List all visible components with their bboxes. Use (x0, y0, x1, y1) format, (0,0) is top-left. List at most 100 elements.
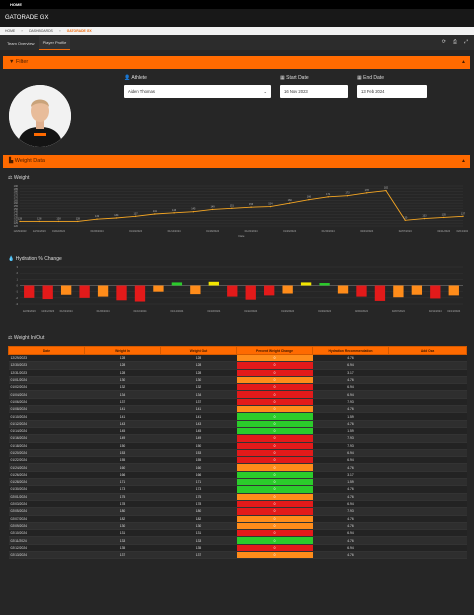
filter-title: Filter (15, 59, 29, 65)
cell-weight-in: 173 (84, 485, 161, 494)
athlete-select[interactable]: Aiden Thomas ⌄ (124, 85, 271, 98)
cell-hydration-rec: 6.94 (312, 544, 389, 553)
x-tick-label: 02/03/2024 (355, 309, 369, 313)
cell-weight-in: 130 (84, 376, 161, 385)
hydration-bar (153, 285, 164, 292)
end-date-input[interactable]: 13 Feb 2024 (357, 85, 427, 98)
droplet-icon: 💧 (8, 256, 15, 262)
cell-percent-change: 0 (236, 551, 313, 560)
cell-weight-in: 150 (84, 442, 161, 450)
chart-icon: ▙ (9, 158, 14, 164)
col-weight-in[interactable]: Weight In (84, 346, 161, 355)
weight-point (77, 220, 79, 223)
cell-hydration-rec: 7.93 (312, 442, 389, 450)
table-row: 01/20/2024 153 153 0 6.94 (8, 449, 467, 458)
y-tick-label: 175 (14, 193, 19, 197)
top-bar: HOME (0, 0, 474, 9)
cell-add-oza (388, 369, 467, 377)
col-date[interactable]: Date (8, 346, 85, 355)
y-tick-label: 1 (17, 277, 19, 281)
cell-weight-in: 145 (84, 427, 161, 436)
home-label[interactable]: HOME (10, 2, 22, 7)
weight-data-label: 128 (18, 217, 23, 220)
y-tick-label: 130 (14, 218, 19, 222)
col-weight-out[interactable]: Weight Out (160, 346, 237, 355)
cell-percent-change: 0 (236, 369, 313, 377)
table-row: 01/30/2024 173 173 0 4.76 (8, 485, 467, 494)
y-tick-label: 120 (14, 224, 19, 228)
cell-percent-change: 0 (236, 529, 313, 538)
weight-point (211, 208, 214, 211)
cell-weight-out: 141 (160, 412, 237, 421)
cell-percent-change: 0 (236, 515, 313, 523)
user-icon: 👤 (124, 75, 131, 81)
hydration-bar (190, 285, 201, 295)
cell-weight-out: 143 (160, 420, 237, 428)
cell-date: 01/28/2024 (8, 478, 85, 487)
weight-data-header[interactable]: ▙ Weight Data ▲ (3, 155, 470, 168)
breadcrumb-home[interactable]: HOME (5, 29, 16, 33)
weight-point (192, 211, 195, 213)
weight-point (308, 199, 310, 201)
cell-weight-out: 130 (160, 376, 237, 385)
cell-weight-in: 133 (84, 536, 161, 545)
hydration-bar (79, 285, 90, 298)
x-tick-label: 02/07/2024 (399, 229, 413, 233)
hydration-bar (430, 285, 441, 299)
weight-point (173, 212, 175, 214)
cell-hydration-rec: 3.17 (312, 369, 389, 377)
cell-hydration-rec: 4.76 (312, 551, 389, 560)
cell-date: 01/26/2024 (8, 471, 85, 480)
cell-weight-out: 135 (160, 544, 237, 553)
x-tick-label: 01/06/2024 (97, 309, 111, 313)
breadcrumb-dashboards[interactable]: DASHBOARDS (29, 29, 53, 33)
x-tick-label: 01/30/2024 (318, 309, 332, 313)
col-percent-change[interactable]: Percent Weight Change (236, 346, 313, 355)
cell-weight-in: 135 (84, 544, 161, 553)
col-hydration-rec[interactable]: Hydration Recommendation (312, 346, 389, 355)
y-tick-label: -1 (16, 290, 19, 294)
y-tick-label: 180 (14, 190, 19, 194)
cell-add-oza (388, 361, 467, 370)
start-date-input[interactable]: 16 Nov 2023 (280, 85, 348, 98)
x-tick-label: 12/29/2023 (14, 229, 28, 233)
cell-weight-out: 137 (160, 551, 237, 560)
weight-data-label: 130 (403, 216, 408, 219)
tab-team-overview[interactable]: Team Overview (7, 41, 35, 46)
x-tick-label: 02/11/2024 (429, 309, 442, 313)
table-row: 02/10/2024 131 131 0 6.94 (8, 529, 467, 538)
cell-add-oza (388, 398, 467, 407)
print-icon[interactable]: ⎙ (452, 39, 457, 45)
x-tick-label: 01/10/2024 (129, 229, 143, 233)
hydration-bar (300, 282, 312, 286)
weight-data-label: 178 (365, 189, 370, 192)
cell-percent-change: 0 (236, 463, 313, 472)
weight-data-label: 153 (249, 203, 254, 206)
col-add-oza[interactable]: Add Oza (388, 346, 467, 355)
expand-icon[interactable]: ⤢ (463, 39, 468, 45)
cell-date: 01/01/2024 (8, 376, 85, 385)
tab-player-profile[interactable]: Player Profile (38, 36, 71, 50)
table-row: 02/12/2024 135 135 0 6.94 (8, 544, 467, 553)
weight-point (288, 202, 291, 204)
cell-hydration-rec: 4.76 (312, 522, 389, 531)
weight-point (250, 206, 252, 208)
cell-weight-out: 180 (160, 507, 237, 516)
weight-point (327, 196, 329, 198)
cell-weight-in: 134 (84, 390, 161, 399)
cell-hydration-rec: 4.76 (312, 536, 389, 545)
table-row: 02/05/2024 180 180 0 7.93 (8, 507, 467, 516)
x-tick-label: 01/30/2024 (322, 229, 336, 233)
cell-percent-change: 0 (236, 376, 313, 385)
cell-weight-in: 166 (84, 471, 161, 480)
cell-date: 01/16/2024 (8, 434, 85, 443)
refresh-icon[interactable]: ⟳ (441, 39, 446, 45)
cell-hydration-rec: 7.93 (312, 398, 389, 407)
cell-add-oza (388, 405, 467, 414)
hydration-bar (208, 281, 219, 286)
cell-hydration-rec: 4.76 (312, 354, 389, 363)
table-row: 02/01/2024 175 175 0 4.76 (8, 493, 467, 501)
filter-header[interactable]: ▼ Filter ▲ (3, 56, 470, 69)
hydration-bar (42, 285, 53, 300)
weight-data-label: 166 (307, 196, 312, 199)
